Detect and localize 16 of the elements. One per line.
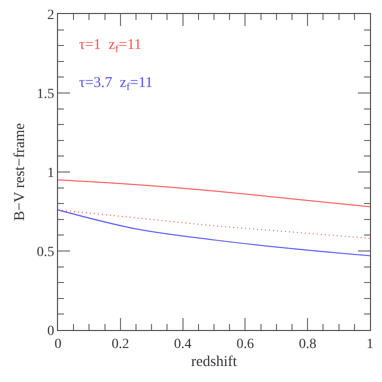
x-tick-label: 0.8 [298, 336, 316, 352]
y-tick-label: 1.5 [36, 86, 54, 102]
line-series [58, 209, 370, 256]
y-tick-label: 0 [47, 324, 54, 339]
text: τ=3.7 z$_{f}$=11 [79, 75, 153, 94]
x-tick-label: 0.4 [174, 336, 192, 352]
y-tick-label: 0.5 [36, 244, 54, 260]
x-axis-title: redshift [191, 354, 238, 370]
y-tick-label: 2 [47, 8, 54, 23]
line-series [58, 179, 370, 208]
x-tick-label: 0.6 [236, 336, 254, 352]
x-tick-label: 0.2 [112, 336, 130, 352]
y-tick-label: 1 [47, 166, 54, 181]
x-tick-label: 1 [366, 336, 374, 352]
y-axis-title: B−V rest−frame [12, 122, 28, 221]
text: τ=1 z$_{f}$=11 [79, 37, 142, 56]
